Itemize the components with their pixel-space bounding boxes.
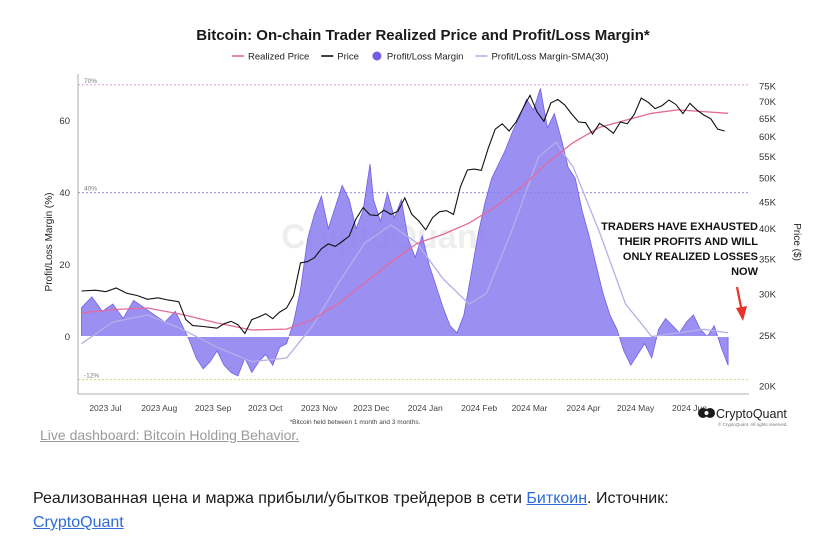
legend-item-1: Price bbox=[321, 52, 359, 63]
y-left-tick-label: 60 bbox=[59, 116, 70, 127]
legend-swatch bbox=[372, 51, 382, 61]
chart-svg: Bitcoin: On-chain Trader Realized Price … bbox=[44, 27, 802, 427]
cryptoquant-brand: CryptoQuant © CryptoQuant. All rights re… bbox=[698, 407, 788, 427]
legend-item-0: Realized Price bbox=[232, 52, 309, 63]
x-tick-label: 2023 Jul bbox=[89, 403, 121, 413]
y-right-tick-label: 70K bbox=[759, 97, 777, 108]
caption-text-middle: . Источник: bbox=[587, 490, 669, 507]
live-dashboard-link[interactable]: Live dashboard: Bitcoin Holding Behavior… bbox=[40, 427, 300, 443]
y-right-tick-label: 75K bbox=[759, 82, 777, 93]
callout-annotation: TRADERS HAVE EXHAUSTED THEIR PROFITS AND … bbox=[601, 221, 759, 321]
margin-area-layer bbox=[78, 88, 749, 377]
x-tick-label: 2023 Oct bbox=[248, 403, 283, 413]
y-axis-right-label: Price ($) bbox=[791, 223, 802, 261]
legend-label: Price bbox=[337, 52, 359, 63]
y-right-tick-label: 25K bbox=[759, 331, 777, 342]
x-tick-label: 2024 Jun bbox=[672, 403, 707, 413]
line-series-layer bbox=[81, 94, 729, 363]
legend-label: Realized Price bbox=[248, 52, 309, 63]
caption-text-start: Реализованная цена и маржа прибыли/убытк… bbox=[33, 490, 527, 507]
y-left-tick-label: 20 bbox=[59, 260, 70, 271]
y-axis-left-label: Profit/Loss Margin (%) bbox=[44, 193, 55, 292]
cryptoquant-link[interactable]: CryptoQuant bbox=[33, 514, 124, 531]
brand-name: CryptoQuant bbox=[716, 407, 787, 421]
chart-title: Bitcoin: On-chain Trader Realized Price … bbox=[196, 27, 650, 44]
y-right-tick-label: 45K bbox=[759, 197, 777, 208]
callout-line-0: TRADERS HAVE EXHAUSTED bbox=[601, 221, 758, 233]
x-tick-label: 2024 May bbox=[617, 403, 655, 413]
y-right-tick-label: 55K bbox=[759, 152, 777, 163]
x-tick-label: 2023 Nov bbox=[301, 403, 338, 413]
chart-legend: Realized Price Price Profit/Loss Margin Pro… bbox=[232, 51, 609, 63]
chart-figure: Bitcoin: On-chain Trader Realized Price … bbox=[40, 10, 810, 442]
bitcoin-link[interactable]: Биткоин bbox=[526, 490, 588, 507]
margin-sma-line bbox=[81, 141, 729, 363]
x-tick-label: 2024 Apr bbox=[566, 403, 600, 413]
y-right-tick-label: 35K bbox=[759, 254, 777, 265]
callout-line-2: ONLY REALIZED LOSSES bbox=[623, 251, 758, 263]
axes: 0 20 40 60 20K 25K 30K 35K 40K 45K 50K 55K 60K 65K 70K… bbox=[59, 74, 777, 413]
arrow-head-icon bbox=[736, 306, 747, 321]
brand-copyright: © CryptoQuant. All rights reserved. bbox=[718, 421, 788, 427]
legend-item-2: Profit/Loss Margin bbox=[372, 51, 464, 63]
y-right-tick-label: 50K bbox=[759, 174, 777, 185]
y-right-tick-label: 60K bbox=[759, 132, 777, 143]
callout-line-1: THEIR PROFITS AND WILL bbox=[618, 236, 758, 248]
x-tick-label: 2023 Dec bbox=[353, 403, 390, 413]
y-right-tick-label: 20K bbox=[759, 382, 777, 393]
x-tick-label: 2024 Jan bbox=[408, 403, 443, 413]
price-line bbox=[81, 94, 725, 335]
cryptoquant-logo-icon bbox=[698, 408, 715, 418]
y-right-tick-label: 40K bbox=[759, 224, 777, 235]
x-tick-label: 2023 Sep bbox=[195, 403, 232, 413]
x-tick-label: 2023 Aug bbox=[141, 403, 177, 413]
image-caption: Реализованная цена и маржа прибыли/убытк… bbox=[33, 487, 803, 535]
x-tick-label: 2024 Mar bbox=[512, 403, 548, 413]
y-left-tick-label: 40 bbox=[59, 188, 70, 199]
y-right-tick-label: 30K bbox=[759, 289, 777, 300]
chart-footnote: *Bitcoin held between 1 month and 3 mont… bbox=[290, 419, 421, 426]
callout-line-3: NOW bbox=[731, 266, 759, 278]
reference-label-1: 40% bbox=[84, 186, 97, 193]
legend-label: Profit/Loss Margin-SMA(30) bbox=[491, 52, 608, 63]
legend-label: Profit/Loss Margin bbox=[387, 52, 464, 63]
y-right-tick-label: 65K bbox=[759, 114, 777, 125]
profit-loss-margin-area bbox=[81, 88, 729, 377]
y-left-tick-label: 0 bbox=[65, 332, 70, 343]
legend-item-3: Profit/Loss Margin-SMA(30) bbox=[475, 52, 609, 63]
reference-label-2: -12% bbox=[84, 373, 99, 380]
x-tick-label: 2024 Feb bbox=[461, 403, 497, 413]
realized-price-line bbox=[81, 109, 729, 331]
reference-label-0: 70% bbox=[84, 78, 97, 85]
reference-lines: 70% 40% -12% bbox=[78, 78, 749, 381]
